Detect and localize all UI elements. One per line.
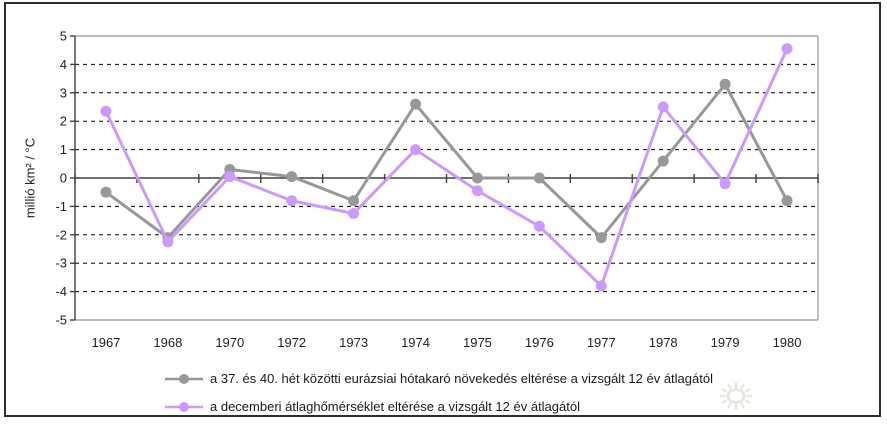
legend-item-december-temp: a decemberi átlaghőmérséklet eltérése a … — [165, 399, 580, 414]
sun-ray — [744, 388, 751, 393]
y-tick-label: -5 — [55, 313, 67, 328]
series-line-0 — [105, 82, 789, 240]
sun-ray — [727, 383, 732, 390]
x-tick-label: 1967 — [91, 335, 120, 350]
x-tick-label: 1980 — [773, 335, 802, 350]
x-tick-label: 1977 — [587, 335, 616, 350]
data-point-series-0 — [471, 172, 483, 184]
legend-marker-gray-icon — [165, 373, 203, 384]
x-tick-label: 1970 — [215, 335, 244, 350]
x-tick-label: 1976 — [525, 335, 554, 350]
x-tick-label: 1978 — [649, 335, 678, 350]
data-point-series-1 — [224, 171, 236, 183]
legend-marker-purple-icon — [165, 401, 203, 412]
y-tick-label: 2 — [60, 114, 67, 129]
data-point-series-0 — [286, 171, 298, 183]
y-tick-label: 0 — [60, 171, 67, 186]
x-tick-label: 1979 — [711, 335, 740, 350]
data-point-series-0 — [348, 195, 360, 207]
data-point-series-1 — [162, 236, 174, 248]
data-point-series-0 — [100, 186, 112, 198]
chart-border — [4, 2, 881, 417]
data-point-series-0 — [719, 78, 731, 90]
x-tick-label: 1972 — [277, 335, 306, 350]
y-tick-label: -4 — [55, 284, 67, 299]
data-point-series-1 — [348, 208, 360, 219]
data-point-series-0 — [657, 155, 669, 167]
y-axis-title: millió km² / °C — [22, 137, 38, 219]
x-tick-label: 1968 — [153, 335, 182, 350]
legend-label-december-temp: a decemberi átlaghőmérséklet eltérése a … — [210, 399, 580, 414]
series-line-1 — [104, 48, 789, 288]
y-tick-label: -3 — [55, 256, 67, 271]
data-point-series-0 — [595, 232, 607, 244]
data-point-series-1 — [657, 101, 669, 113]
x-tick-label: 1974 — [401, 335, 430, 350]
sun-ray — [721, 399, 728, 404]
y-tick-label: -2 — [55, 227, 67, 242]
sun-ray — [740, 402, 745, 409]
data-point-series-0 — [781, 195, 793, 207]
data-point-series-1 — [471, 185, 483, 197]
data-point-series-1 — [595, 280, 607, 292]
data-point-series-0 — [410, 98, 422, 110]
data-point-series-1 — [286, 195, 298, 207]
y-tick-label: 1 — [60, 142, 67, 157]
y-tick-label: 5 — [60, 29, 67, 44]
sun-ray — [721, 388, 728, 393]
data-point-series-1 — [533, 220, 545, 232]
y-tick-label: 3 — [60, 85, 67, 100]
x-tick-label: 1973 — [339, 335, 368, 350]
legend-label-snow-cover: a 37. és 40. hét közötti eurázsiai hótak… — [210, 371, 713, 386]
data-point-series-0 — [533, 172, 545, 184]
sun-ray — [727, 402, 732, 409]
x-tick-label: 1975 — [463, 335, 492, 350]
y-tick-label: -1 — [55, 199, 67, 214]
y-tick-label: 4 — [60, 57, 67, 72]
sun-watermark-icon — [719, 382, 753, 410]
data-point-series-1 — [100, 105, 112, 117]
sun-ray — [744, 399, 751, 404]
data-point-series-1 — [410, 144, 422, 156]
data-point-series-1 — [781, 43, 793, 55]
legend-item-snow-cover: a 37. és 40. hét közötti eurázsiai hótak… — [165, 371, 713, 386]
data-point-series-1 — [719, 178, 731, 190]
sun-ray — [740, 383, 745, 390]
